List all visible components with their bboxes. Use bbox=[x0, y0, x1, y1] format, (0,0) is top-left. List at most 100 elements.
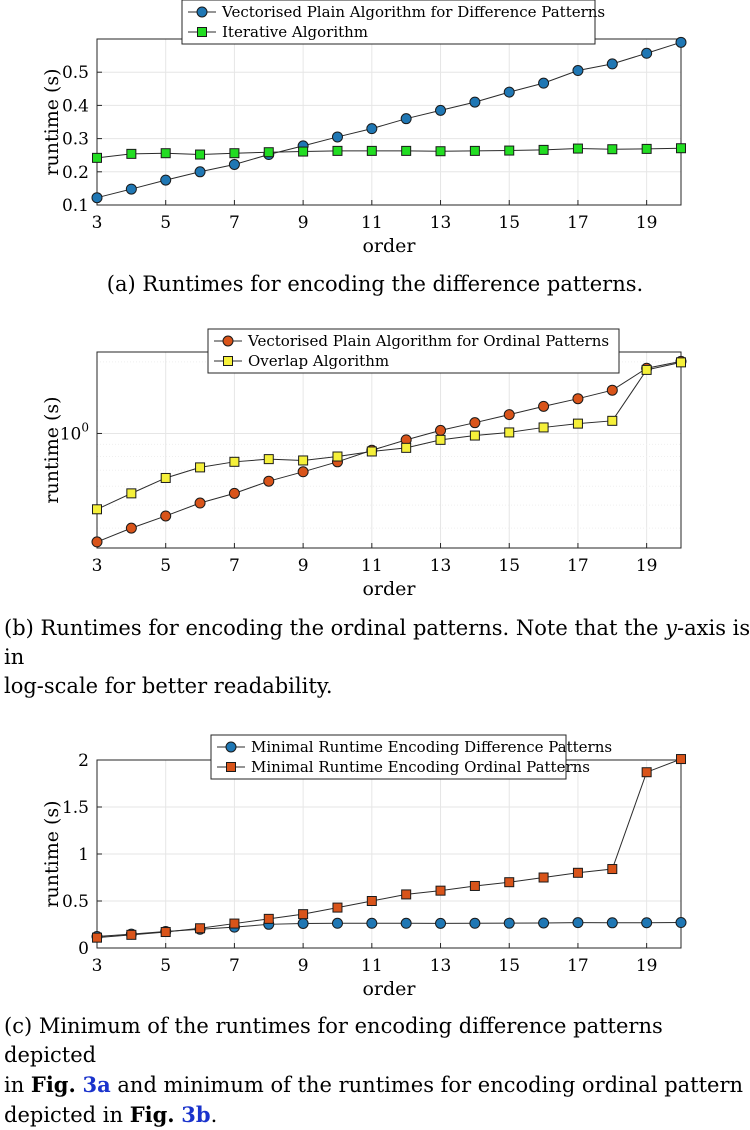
x-axis-label: order bbox=[362, 978, 416, 1000]
y-tick-label: 0.1 bbox=[62, 196, 89, 216]
legend-label: Overlap Algorithm bbox=[248, 352, 389, 370]
x-tick-label: 9 bbox=[298, 556, 309, 576]
y-tick-label: 0.5 bbox=[62, 892, 89, 912]
caption-c-text-5: . bbox=[210, 1103, 218, 1127]
data-point bbox=[91, 536, 103, 548]
series-line bbox=[96, 922, 682, 938]
data-point bbox=[572, 65, 584, 77]
data-point bbox=[263, 454, 274, 465]
data-point bbox=[538, 422, 549, 433]
data-point bbox=[195, 149, 206, 160]
caption-c-ref-3b[interactable]: 3b bbox=[181, 1102, 211, 1127]
caption-c: (c) Minimum of the runtimes for encoding… bbox=[4, 1012, 750, 1130]
data-point bbox=[641, 767, 652, 778]
legend-box bbox=[207, 328, 620, 374]
series-line bbox=[96, 361, 682, 510]
data-point bbox=[572, 917, 584, 929]
legend-marker bbox=[222, 335, 234, 347]
x-tick-label: 17 bbox=[567, 956, 589, 976]
data-point bbox=[229, 148, 240, 159]
caption-b-text-3: log-scale for better readability. bbox=[4, 674, 333, 698]
x-axis-label: order bbox=[362, 235, 416, 257]
x-tick-label: 11 bbox=[361, 556, 383, 576]
data-point bbox=[331, 131, 343, 143]
x-tick-label: 15 bbox=[498, 956, 520, 976]
legend-box bbox=[210, 734, 567, 780]
x-tick-label: 15 bbox=[498, 213, 520, 233]
data-point bbox=[297, 466, 309, 478]
data-point bbox=[469, 96, 481, 108]
data-point bbox=[298, 909, 309, 920]
y-tick-label: 0.5 bbox=[62, 63, 89, 83]
data-point bbox=[641, 47, 653, 59]
data-point bbox=[263, 475, 275, 487]
y-tick-label: 2 bbox=[78, 751, 89, 771]
y-tick-label: 0.3 bbox=[62, 130, 89, 150]
data-point bbox=[160, 510, 172, 522]
x-tick-label: 9 bbox=[298, 956, 309, 976]
data-point bbox=[366, 917, 378, 929]
chart-runtime-ordinal: 3 5 7 9 11 13 15 17 19 100 order runtime (s) Vectori… bbox=[41, 328, 687, 600]
legend-label: Vectorised Plain Algorithm for Ordinal P… bbox=[247, 332, 609, 350]
x-tick-label: 17 bbox=[567, 213, 589, 233]
data-point bbox=[572, 418, 583, 429]
data-point bbox=[538, 872, 549, 883]
data-point bbox=[469, 917, 481, 929]
data-point bbox=[606, 917, 618, 929]
data-point bbox=[366, 896, 377, 906]
data-point bbox=[263, 913, 274, 924]
data-point bbox=[92, 152, 102, 163]
legend-label: Minimal Runtime Encoding Difference Patt… bbox=[251, 738, 612, 756]
data-point bbox=[92, 932, 102, 943]
data-point bbox=[401, 145, 412, 156]
caption-c-ref-3a[interactable]: 3a bbox=[82, 1072, 111, 1097]
y-axis-label: runtime (s) bbox=[41, 68, 63, 175]
x-tick-label: 3 bbox=[92, 556, 103, 576]
y-axis-label: runtime (s) bbox=[41, 396, 63, 503]
series-line bbox=[96, 360, 682, 543]
legend-marker bbox=[225, 741, 237, 753]
data-point bbox=[641, 364, 652, 375]
data-point bbox=[91, 192, 103, 204]
legend-marker bbox=[196, 6, 208, 18]
data-point bbox=[641, 143, 652, 154]
data-point bbox=[160, 472, 171, 483]
data-point bbox=[607, 415, 618, 426]
data-point bbox=[125, 183, 137, 195]
data-point bbox=[503, 917, 515, 929]
legend-box bbox=[181, 0, 596, 45]
data-point bbox=[675, 36, 687, 48]
y-tick-label: 0.2 bbox=[62, 163, 89, 183]
data-point bbox=[503, 86, 515, 98]
legend-label: Iterative Algorithm bbox=[222, 23, 368, 41]
data-point bbox=[435, 885, 446, 896]
caption-a: (a) Runtimes for encoding the difference… bbox=[106, 272, 644, 296]
y-axis-label: runtime (s) bbox=[41, 800, 63, 907]
x-tick-label: 19 bbox=[636, 556, 658, 576]
y-tick-label: 1 bbox=[78, 845, 89, 865]
data-point bbox=[504, 145, 515, 156]
data-point bbox=[160, 927, 171, 938]
x-tick-label: 11 bbox=[361, 956, 383, 976]
legend-marker bbox=[197, 27, 207, 37]
data-point bbox=[676, 143, 686, 154]
data-point bbox=[504, 877, 515, 888]
data-point bbox=[263, 147, 274, 158]
data-point bbox=[538, 77, 550, 89]
x-tick-label: 19 bbox=[636, 213, 658, 233]
legend-label: Vectorised Plain Algorithm for Differenc… bbox=[221, 3, 605, 21]
data-point bbox=[676, 357, 686, 368]
data-point bbox=[435, 434, 446, 445]
caption-c-text-3: and minimum of the runtimes for encoding… bbox=[110, 1073, 744, 1097]
data-point bbox=[332, 145, 343, 156]
chart-runtime-minimum: 3 5 7 9 11 13 15 17 19 0 0.5 1 1.5 2 order runtime (s) M… bbox=[41, 734, 687, 1000]
data-point bbox=[366, 123, 378, 135]
x-tick-label: 5 bbox=[160, 213, 171, 233]
data-point bbox=[126, 148, 137, 159]
data-point bbox=[641, 917, 653, 929]
data-point bbox=[538, 917, 550, 929]
legend-marker bbox=[223, 356, 233, 366]
y-tick-base: 10 bbox=[60, 424, 82, 444]
data-point bbox=[435, 146, 446, 157]
data-point bbox=[538, 400, 550, 412]
